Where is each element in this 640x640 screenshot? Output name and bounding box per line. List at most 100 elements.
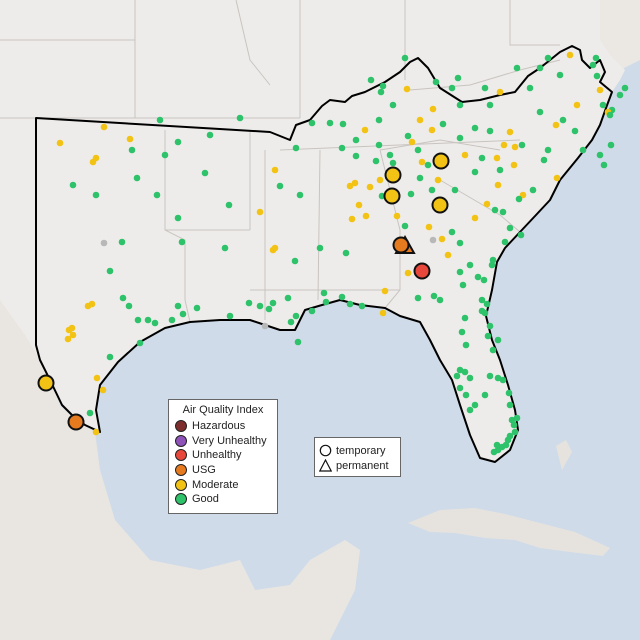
moderate-swatch-icon [175, 478, 187, 491]
sensor-dot [490, 448, 498, 456]
temporary-monitor-circle [432, 152, 450, 170]
temporary-monitor-circle [384, 166, 402, 184]
sensor-dot [128, 146, 136, 154]
sensor-dot [276, 182, 284, 190]
triangle-icon [319, 459, 332, 472]
aqi-legend-title: Air Quality Index [182, 404, 264, 416]
sensor-dot [386, 151, 394, 159]
sensor-dot [56, 139, 64, 147]
circle-icon [319, 444, 332, 457]
sensor-dot [245, 299, 253, 307]
sensor-dot [226, 312, 234, 320]
sensor-dot [448, 228, 456, 236]
sensor-dot [453, 372, 461, 380]
sensor-dot [416, 116, 424, 124]
sensor-dot [346, 182, 354, 190]
sensor-dot [461, 314, 469, 322]
sensor-dot [352, 136, 360, 144]
sensor-dot [621, 84, 629, 92]
sensor-dot [494, 181, 502, 189]
sensor-dot [126, 135, 134, 143]
sensor-dot [511, 143, 519, 151]
sensor-dot [486, 372, 494, 380]
sensor-dot [478, 154, 486, 162]
sensor-dot [496, 166, 504, 174]
temporary-monitor-circle [413, 262, 431, 280]
sensor-dot [168, 316, 176, 324]
sensor-dot [494, 374, 502, 382]
sensor-dot [589, 61, 597, 69]
sensor-dot [573, 101, 581, 109]
sensor-dot [571, 127, 579, 135]
sensor-dot [513, 64, 521, 72]
legend-item-hazardous: Hazardous [175, 419, 271, 434]
sensor-dot [552, 121, 560, 129]
sensor-dot [483, 200, 491, 208]
sensor-dot [106, 353, 114, 361]
sensor-dot [125, 302, 133, 310]
sensor-dot [389, 101, 397, 109]
sensor-dot [607, 141, 615, 149]
sensor-dot [256, 208, 264, 216]
sensor-dot [471, 124, 479, 132]
sensor-dot [64, 335, 72, 343]
sensor-dot [493, 441, 501, 449]
sensor-dot [496, 88, 504, 96]
sensor-dot [504, 436, 512, 444]
sensor-dot [471, 214, 479, 222]
sensor-dot [144, 316, 152, 324]
sensor-dot [376, 176, 384, 184]
sensor-dot [153, 191, 161, 199]
hazardous-swatch-icon [175, 420, 187, 433]
sensor-dot [478, 296, 486, 304]
sensor-dot [529, 186, 537, 194]
sensor-dot [174, 302, 182, 310]
bahamas-island [556, 440, 572, 470]
temporary-monitor-circle [67, 413, 85, 431]
legend-label: Hazardous [192, 420, 246, 433]
sensor-dot [436, 296, 444, 304]
sensor-dot [536, 64, 544, 72]
sensor-dot [201, 169, 209, 177]
temporary-monitor-circle [431, 196, 449, 214]
sensor-dot [326, 119, 334, 127]
sensor-dot [424, 161, 432, 169]
usg-swatch-icon [175, 464, 187, 477]
sensor-dot [474, 273, 482, 281]
sensor-dot [606, 111, 614, 119]
sensor-dot [510, 161, 518, 169]
sensor-dot [193, 304, 201, 312]
sensor-dot [161, 151, 169, 159]
sensor-dot [136, 339, 144, 347]
sensor-dot [292, 312, 300, 320]
sensor-dot [559, 116, 567, 124]
legend-label: permanent [336, 459, 389, 472]
sensor-dot [291, 257, 299, 265]
sensor-dot [616, 91, 624, 99]
temporary-monitor-circle [383, 187, 401, 205]
region-outline [35, 45, 613, 463]
sensor-dot [352, 152, 360, 160]
sensor-dot [404, 269, 412, 277]
sensor-dot [342, 249, 350, 257]
sensor-dot [481, 84, 489, 92]
sensor-dot [381, 287, 389, 295]
sensor-dot [428, 126, 436, 134]
sensor-dot [379, 82, 387, 90]
sensor-dot [499, 208, 507, 216]
very-unhealthy-swatch-icon [175, 434, 187, 447]
sensor-dot [416, 174, 424, 182]
legend-item-moderate: Moderate [175, 477, 271, 492]
sensor-dot [316, 244, 324, 252]
sensor-dot [448, 84, 456, 92]
sensor-dot [178, 238, 186, 246]
major-sensor-markers [37, 152, 450, 431]
sensor-dot [526, 84, 534, 92]
sensor-dot [269, 299, 277, 307]
sensor-dot [456, 268, 464, 276]
sensor-dot [339, 120, 347, 128]
sensor-dot [179, 310, 187, 318]
sensor-dot [579, 146, 587, 154]
sensor-dot [439, 120, 447, 128]
